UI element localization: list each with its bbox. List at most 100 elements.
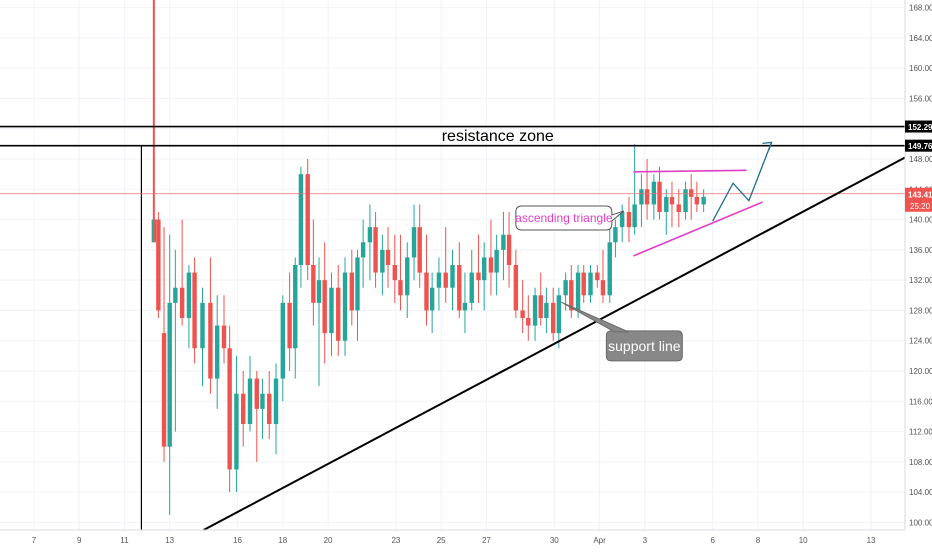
candle-body xyxy=(450,265,455,288)
candle-body xyxy=(221,325,227,349)
x-tick-label: 11 xyxy=(120,536,129,545)
candle-body xyxy=(469,272,474,303)
x-tick-label: 25 xyxy=(437,536,446,545)
candle-body xyxy=(316,280,322,303)
candle-body xyxy=(311,265,316,303)
candle-body xyxy=(355,257,360,311)
price-tag-152: 152.29 xyxy=(908,123,932,132)
candle-body xyxy=(367,227,373,243)
x-tick-label: 7 xyxy=(32,536,37,545)
y-tick-label: 112.00 xyxy=(909,428,932,437)
candle-body xyxy=(632,204,637,228)
candles xyxy=(151,0,706,515)
candle-body xyxy=(481,257,487,281)
candle-body xyxy=(644,189,650,205)
support-line xyxy=(203,156,906,531)
y-tick-label: 104.00 xyxy=(909,488,932,497)
x-tick-label: 23 xyxy=(391,536,400,545)
price-tag-149-bg xyxy=(905,139,932,152)
price-tag-countdown: 25:20 xyxy=(910,202,931,211)
candle-body xyxy=(595,272,600,281)
candle-body xyxy=(694,196,700,205)
candle-body xyxy=(429,287,435,311)
candle-body xyxy=(167,302,172,447)
triangle-callout-box xyxy=(515,205,625,231)
candle-body xyxy=(569,280,574,311)
candle-body xyxy=(234,393,239,470)
projection-arrow-head xyxy=(762,141,773,151)
y-tick-label: 168.00 xyxy=(909,4,932,13)
candle-body xyxy=(385,249,391,265)
candle-body xyxy=(575,272,581,311)
candle-body xyxy=(322,280,327,334)
candle-body xyxy=(349,272,355,311)
y-tick-label: 124.00 xyxy=(909,337,932,346)
candle-body xyxy=(417,227,422,273)
candle-body xyxy=(173,287,178,303)
support-callout-label: support line xyxy=(608,338,681,354)
candle-body xyxy=(613,227,618,243)
candle-body xyxy=(669,196,675,205)
support-callout-box xyxy=(605,330,683,362)
candle-body xyxy=(186,272,192,318)
candle-body xyxy=(329,287,334,334)
candle-body xyxy=(156,219,161,311)
price-tag-current: 143.41 xyxy=(908,190,932,199)
candle-body xyxy=(701,196,706,205)
candle-body xyxy=(600,280,606,296)
candle-body xyxy=(607,242,612,296)
candle-body xyxy=(392,265,398,281)
price-tag-149: 149.76 xyxy=(908,142,932,151)
candle-body xyxy=(688,189,694,197)
y-tick-label: 164.00 xyxy=(909,34,932,43)
candle-body xyxy=(494,249,499,273)
candle-body xyxy=(476,272,481,281)
candle-body xyxy=(179,287,185,318)
candle-body xyxy=(532,295,538,326)
support-callout-pointer xyxy=(560,301,629,333)
candle-body xyxy=(342,272,348,341)
candle-body xyxy=(293,265,298,349)
triangle-bottom-line xyxy=(633,201,763,257)
y-tick-label: 120.00 xyxy=(909,367,932,376)
candle-body xyxy=(260,393,265,409)
x-tick-label: 10 xyxy=(799,536,808,545)
y-tick-label: 128.00 xyxy=(909,306,932,315)
candle-body xyxy=(657,181,662,212)
candle-body xyxy=(550,302,556,334)
candle-body xyxy=(488,257,494,273)
overlays: resistance zone ascending triangle support… xyxy=(0,125,906,531)
candle-body xyxy=(520,310,525,318)
x-tick-label: 3 xyxy=(643,536,648,545)
candle-body xyxy=(161,333,167,447)
candle-body xyxy=(462,302,468,311)
candle-body xyxy=(373,227,378,273)
candle-body xyxy=(538,295,543,318)
x-tick-label: 9 xyxy=(77,536,82,545)
x-tick-label: 20 xyxy=(324,536,333,545)
candle-body xyxy=(411,227,417,258)
y-tick-label: 160.00 xyxy=(909,64,932,73)
candle-body xyxy=(556,295,562,334)
candle-body xyxy=(215,325,220,379)
triangle-callout-label: ascending triangle xyxy=(515,211,613,225)
resistance-zone-label: resistance zone xyxy=(442,128,554,145)
candle-body xyxy=(581,272,586,296)
candle-body xyxy=(664,196,669,212)
candle-body xyxy=(254,378,259,409)
candle-body xyxy=(501,234,506,250)
triangle-top-line xyxy=(633,169,747,173)
x-tick-label: 13 xyxy=(867,536,876,545)
candle-body xyxy=(200,302,205,349)
x-tick-label: 16 xyxy=(233,536,242,545)
candle-body xyxy=(676,204,681,212)
candle-body xyxy=(619,212,625,228)
candle-body xyxy=(506,234,512,265)
candle-body xyxy=(360,242,366,258)
candle-body xyxy=(651,181,657,205)
candle-body xyxy=(457,265,462,311)
candle-body xyxy=(227,348,232,470)
candle-body xyxy=(267,393,272,424)
y-tick-label: 116.00 xyxy=(909,397,932,406)
